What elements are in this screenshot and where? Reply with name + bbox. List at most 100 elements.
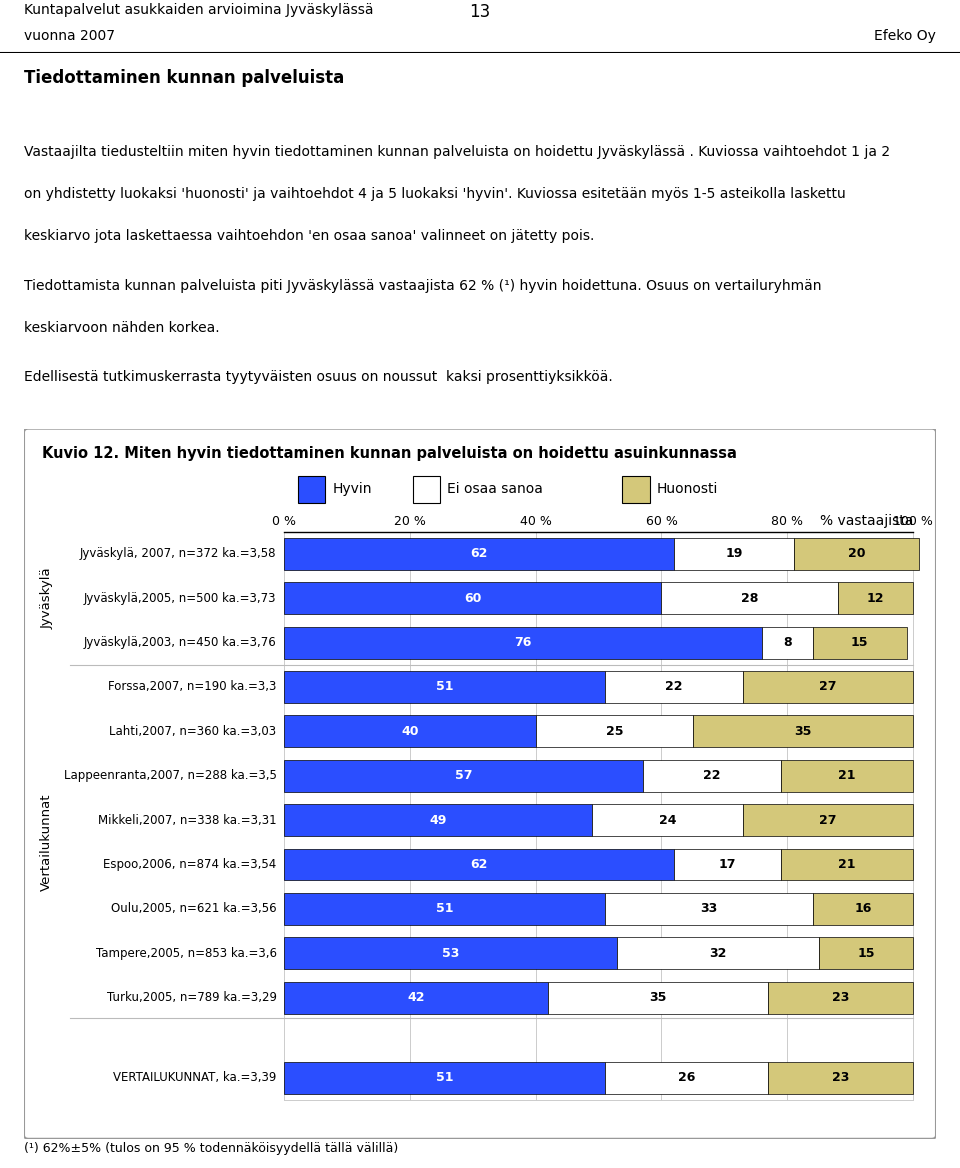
Text: % vastaajista: % vastaajista — [820, 514, 913, 528]
Bar — [284, 670, 605, 703]
Text: 57: 57 — [454, 770, 472, 783]
Bar — [622, 475, 650, 502]
Text: Jyväskylä,2005, n=500 ka.=3,73: Jyväskylä,2005, n=500 ka.=3,73 — [84, 592, 276, 605]
Bar — [284, 759, 642, 792]
Text: on yhdistetty luokaksi 'huonosti' ja vaihtoehdot 4 ja 5 luokaksi 'hyvin'. Kuvios: on yhdistetty luokaksi 'huonosti' ja vai… — [24, 187, 846, 201]
Bar — [812, 626, 907, 659]
Bar — [819, 937, 913, 969]
Bar — [768, 981, 913, 1014]
Text: 100 %: 100 % — [893, 515, 933, 528]
Bar — [768, 1062, 913, 1093]
Text: 0 %: 0 % — [272, 515, 296, 528]
FancyBboxPatch shape — [24, 429, 936, 1139]
Text: Edellisestä tutkimuskerrasta tyytyväisten osuus on noussut  kaksi prosenttiyksik: Edellisestä tutkimuskerrasta tyytyväiste… — [24, 370, 612, 384]
Bar — [548, 981, 768, 1014]
Text: 26: 26 — [678, 1071, 695, 1084]
Text: Jyväskylä, 2007, n=372 ka.=3,58: Jyväskylä, 2007, n=372 ka.=3,58 — [80, 548, 276, 561]
Text: Huonosti: Huonosti — [657, 482, 718, 496]
Text: keskiarvoon nähden korkea.: keskiarvoon nähden korkea. — [24, 321, 220, 335]
Bar — [284, 715, 536, 748]
Text: 13: 13 — [469, 2, 491, 21]
Text: 51: 51 — [436, 1071, 453, 1084]
Bar — [812, 892, 913, 925]
Bar — [642, 759, 781, 792]
Bar — [605, 892, 812, 925]
Text: VERTAILUKUNNAT, ka.=3,39: VERTAILUKUNNAT, ka.=3,39 — [113, 1071, 276, 1084]
Text: Kuvio 12. Miten hyvin tiedottaminen kunnan palveluista on hoidettu asuinkunnassa: Kuvio 12. Miten hyvin tiedottaminen kunn… — [42, 446, 737, 461]
Text: 21: 21 — [838, 770, 856, 783]
Text: 24: 24 — [659, 814, 677, 827]
Text: Vertailukunnat: Vertailukunnat — [40, 793, 54, 891]
Bar — [781, 848, 913, 881]
Text: Lahti,2007, n=360 ka.=3,03: Lahti,2007, n=360 ka.=3,03 — [109, 725, 276, 738]
Text: Vastaajilta tiedusteltiin miten hyvin tiedottaminen kunnan palveluista on hoidet: Vastaajilta tiedusteltiin miten hyvin ti… — [24, 145, 890, 159]
Bar — [284, 848, 674, 881]
Text: Ei osaa sanoa: Ei osaa sanoa — [447, 482, 543, 496]
Bar — [284, 582, 661, 614]
Bar — [743, 670, 913, 703]
Bar — [743, 804, 913, 836]
Text: 20 %: 20 % — [394, 515, 425, 528]
Text: 33: 33 — [700, 903, 717, 916]
Bar — [781, 759, 913, 792]
Text: Jyväskylä,2003, n=450 ka.=3,76: Jyväskylä,2003, n=450 ka.=3,76 — [84, 637, 276, 649]
Text: 62: 62 — [470, 858, 488, 871]
Bar — [284, 981, 548, 1014]
Text: 49: 49 — [429, 814, 446, 827]
Text: 12: 12 — [867, 592, 884, 605]
Text: Forssa,2007, n=190 ka.=3,3: Forssa,2007, n=190 ka.=3,3 — [108, 681, 276, 694]
Bar — [284, 1062, 605, 1093]
Text: 32: 32 — [709, 947, 727, 960]
Text: 15: 15 — [857, 947, 875, 960]
Text: 8: 8 — [783, 637, 792, 649]
Bar — [674, 848, 781, 881]
Text: 19: 19 — [725, 548, 742, 561]
Bar — [605, 670, 743, 703]
Text: 20: 20 — [848, 548, 865, 561]
Bar — [794, 537, 920, 570]
Text: 22: 22 — [665, 681, 683, 694]
Text: (¹) 62%±5% (tulos on 95 % todennäköisyydellä tällä välillä): (¹) 62%±5% (tulos on 95 % todennäköisyyd… — [24, 1142, 398, 1155]
Bar — [284, 892, 605, 925]
Bar — [298, 475, 324, 502]
Text: 22: 22 — [703, 770, 721, 783]
Bar — [838, 582, 913, 614]
Bar — [413, 475, 440, 502]
Text: 28: 28 — [741, 592, 758, 605]
Bar — [536, 715, 693, 748]
Text: 53: 53 — [442, 947, 460, 960]
Bar — [674, 537, 794, 570]
Text: 17: 17 — [719, 858, 736, 871]
Text: 35: 35 — [650, 992, 667, 1004]
Text: 80 %: 80 % — [771, 515, 804, 528]
Text: 60: 60 — [464, 592, 481, 605]
Text: 40: 40 — [401, 725, 419, 738]
Text: 42: 42 — [407, 992, 425, 1004]
Text: Turku,2005, n=789 ka.=3,29: Turku,2005, n=789 ka.=3,29 — [107, 992, 276, 1004]
Text: 76: 76 — [515, 637, 532, 649]
Text: Lappeenranta,2007, n=288 ka.=3,5: Lappeenranta,2007, n=288 ka.=3,5 — [63, 770, 276, 783]
Text: 21: 21 — [838, 858, 856, 871]
Text: Jyväskylä: Jyväskylä — [40, 568, 54, 630]
Bar — [284, 804, 592, 836]
Text: 51: 51 — [436, 903, 453, 916]
Bar — [661, 582, 838, 614]
Bar — [762, 626, 812, 659]
Text: 27: 27 — [820, 681, 837, 694]
Text: Mikkeli,2007, n=338 ka.=3,31: Mikkeli,2007, n=338 ka.=3,31 — [98, 814, 276, 827]
Text: Tiedottamista kunnan palveluista piti Jyväskylässä vastaajista 62 % (¹) hyvin ho: Tiedottamista kunnan palveluista piti Jy… — [24, 279, 822, 293]
Text: 15: 15 — [851, 637, 869, 649]
Text: 23: 23 — [832, 1071, 850, 1084]
Text: Tiedottaminen kunnan palveluista: Tiedottaminen kunnan palveluista — [24, 69, 345, 88]
Bar — [592, 804, 743, 836]
Text: Oulu,2005, n=621 ka.=3,56: Oulu,2005, n=621 ka.=3,56 — [111, 903, 276, 916]
Text: Espoo,2006, n=874 ka.=3,54: Espoo,2006, n=874 ka.=3,54 — [104, 858, 276, 871]
Text: Efeko Oy: Efeko Oy — [875, 29, 936, 43]
Text: 16: 16 — [854, 903, 872, 916]
Text: 51: 51 — [436, 681, 453, 694]
Bar — [693, 715, 913, 748]
Text: Kuntapalvelut asukkaiden arvioimina Jyväskylässä: Kuntapalvelut asukkaiden arvioimina Jyvä… — [24, 2, 373, 16]
Text: 27: 27 — [820, 814, 837, 827]
Text: keskiarvo jota laskettaessa vaihtoehdon 'en osaa sanoa' valinneet on jätetty poi: keskiarvo jota laskettaessa vaihtoehdon … — [24, 229, 594, 243]
Text: vuonna 2007: vuonna 2007 — [24, 29, 115, 43]
